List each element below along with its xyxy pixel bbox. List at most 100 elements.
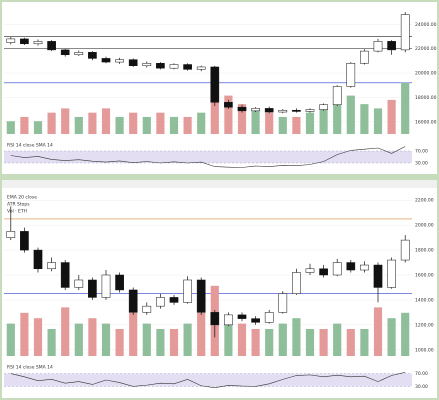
candle-body [251,108,260,112]
candle-body [319,268,328,276]
candle-body [33,41,43,45]
candle-body [60,262,70,288]
candle-body [33,249,43,270]
volume-bar [333,323,342,356]
volume-bar [360,104,369,134]
volume-bar [278,323,287,356]
candle-body [264,108,274,113]
volume-bar [47,112,56,134]
volume-bar [6,121,15,134]
y-tick-label: 2000.00 [415,223,434,229]
volume-bar [61,307,70,356]
candle-body [47,262,56,270]
volume-bar [319,108,328,134]
legend-label: EMA 20 close [7,195,37,201]
y-tick-label: 1200.00 [415,322,434,328]
y-tick-label: 2200.00 [415,198,434,204]
volume-bar [401,82,410,134]
volume-bar [387,318,396,356]
candle-body [20,231,29,251]
volume-bar [74,116,83,134]
candle-body [346,63,356,87]
volume-bar [237,104,247,134]
candle-body [101,58,111,63]
candle-body [128,289,138,313]
candle-body [237,314,247,319]
volume-bar [387,99,396,134]
rsi-tick-label: 30.00 [415,161,428,167]
candle-body [400,14,410,51]
volume-bar [183,323,192,356]
volume-bar [33,318,43,356]
volume-bar [292,116,301,134]
candle-body [251,318,260,323]
volume-bar [224,95,233,134]
candle-body [6,38,16,43]
y-tick-label: 16000.00 [415,119,437,125]
candle-body [224,102,233,108]
volume-bar [169,116,179,134]
y-tick-label: 1400.00 [415,297,434,303]
volume-bar [265,112,274,134]
rsi-tick-label: 70.00 [415,149,428,155]
volume-bar [305,112,315,134]
candle-body [74,52,84,56]
volume-bar [224,318,233,356]
y-tick-label: 22000.00 [415,46,437,52]
candle-body [373,41,383,52]
volume-bar [305,329,315,356]
candle-body [292,272,301,294]
volume-bar [129,112,138,134]
candle-body [169,297,179,303]
volume-bar [401,312,410,356]
legend-label: ATR Stops [7,202,30,208]
volume-bar [101,323,111,356]
candle-body [142,63,152,66]
candle-body [373,264,383,288]
volume-bar [346,95,355,134]
candle-body [387,259,396,288]
rsi-band [4,151,412,163]
volume-bar [197,312,206,356]
candle-body [20,38,29,45]
volume-bar [251,108,260,134]
rsi-tick-label: 30.00 [415,384,428,390]
candle-body [278,109,288,113]
y-tick-label: 1800.00 [415,248,434,254]
volume-bar [88,112,97,134]
candle-body [264,312,274,323]
candle-body [292,109,301,112]
candle-body [332,262,342,276]
candle-body [142,305,152,313]
candle-body [332,86,342,105]
y-tick-label: 20000.00 [415,71,437,77]
candle-body [60,49,70,56]
y-tick-label: 1600.00 [415,273,434,279]
volume-bar [129,312,138,356]
toolbar [2,180,437,188]
volume-bar [237,323,247,356]
volume-bar [156,329,165,356]
volume-bar [156,112,165,134]
volume-bar [20,116,29,134]
volume-bar [373,307,383,356]
candle-body [210,66,220,103]
candle-body [88,52,97,59]
volume-bar [265,329,274,356]
volume-bar [346,329,355,356]
candle-body [278,293,288,313]
legend-label: RSI 14 close SMA 14 [7,365,53,371]
legend-label: RSI 14 close SMA 14 [7,143,53,149]
candle-body [196,279,206,313]
candle-body [387,41,396,51]
candle-body [115,274,124,291]
y-tick-label: 18000.00 [415,95,437,101]
volume-bar [197,112,206,134]
candle-body [156,63,165,69]
volume-bar [333,99,342,134]
volume-bar [142,116,151,134]
volume-bar [88,318,97,356]
candle-body [115,59,124,63]
